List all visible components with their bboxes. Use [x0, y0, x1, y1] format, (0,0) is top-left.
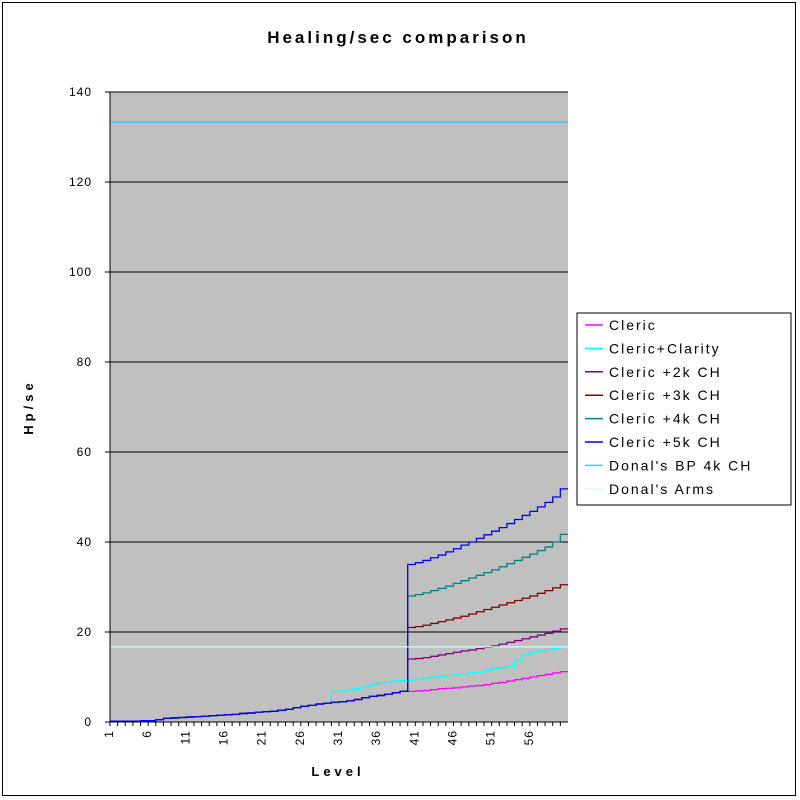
y-tick-label: 100 [69, 265, 92, 279]
legend-label: Cleric [609, 317, 657, 333]
legend [576, 312, 792, 506]
gridlines [110, 91, 568, 633]
legend-label: Donal's BP 4k CH [609, 457, 752, 473]
y-tick-label: 80 [77, 355, 92, 369]
x-axis-ticks: 1 6 11 16 21 26 31 36 41 46 51 56 [102, 722, 561, 745]
x-tick-label: 31 [331, 730, 345, 745]
y-tick-label: 140 [69, 85, 92, 99]
x-tick-label: 36 [369, 730, 383, 745]
x-tick-label: 6 [140, 730, 154, 738]
legend-label: Donal's Arms [609, 481, 715, 497]
y-tick-label: 20 [77, 625, 92, 639]
x-tick-label: 26 [293, 730, 307, 745]
legend-items: Cleric Cleric+Clarity Cleric +2k CH Cleric … [585, 317, 752, 497]
x-tick-label: 46 [446, 730, 460, 745]
y-axis-title: Hp/se [21, 379, 36, 434]
series-line-cleric-5k-ch [110, 488, 568, 722]
x-tick-label: 21 [255, 730, 269, 745]
legend-label: Cleric +3k CH [609, 387, 722, 403]
y-tick-label: 60 [77, 445, 92, 459]
x-tick-label: 51 [484, 730, 498, 745]
plot-area [110, 92, 568, 722]
legend-label: Cleric +5k CH [609, 434, 722, 450]
x-tick-label: 11 [178, 730, 192, 744]
x-tick-label: 1 [102, 730, 116, 738]
x-tick-label: 16 [217, 730, 231, 745]
x-tick-label: 56 [522, 730, 536, 745]
chart-title: Healing/sec comparison [267, 28, 529, 47]
legend-label: Cleric +2k CH [609, 364, 722, 380]
y-axis-ticks: 0 20 40 60 80 100 120 140 [69, 85, 110, 729]
y-tick-label: 120 [69, 175, 92, 189]
y-tick-label: 40 [77, 535, 92, 549]
x-tick-label: 41 [407, 730, 421, 745]
y-tick-label: 0 [84, 715, 92, 729]
x-axis-title: Level [311, 764, 364, 779]
legend-label: Cleric+Clarity [609, 340, 721, 356]
series-lines [110, 121, 568, 722]
legend-label: Cleric +4k CH [609, 411, 722, 427]
